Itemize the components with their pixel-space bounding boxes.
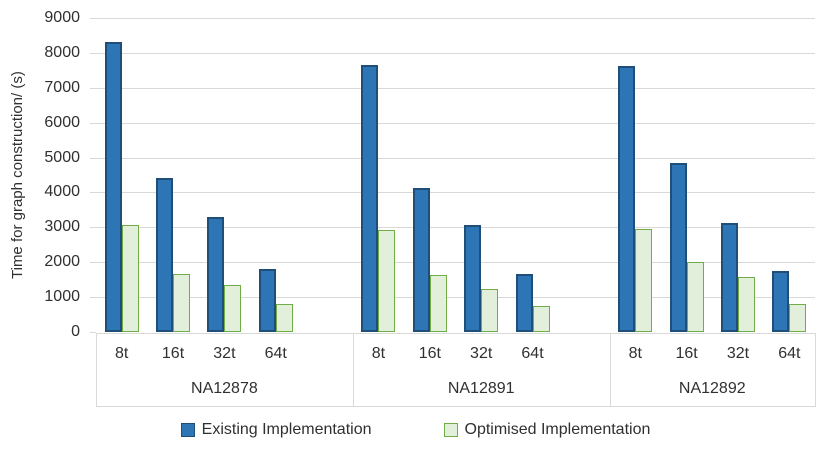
y-tick-label: 8000 [44,43,80,61]
legend-item: Optimised Implementation [443,421,651,439]
legend: Existing Implementation Optimised Impleme… [0,421,831,439]
y-axis-tick [90,262,96,264]
bar-existing-NA12892-8t [618,66,636,332]
category-label: 16t [418,345,441,362]
y-tick-label: 5000 [44,148,80,166]
legend-swatch-optimised [443,423,458,437]
axis-band-divider [352,333,354,407]
y-gridline [96,87,815,89]
category-label: 32t [213,345,236,362]
y-gridline [96,18,815,19]
axis-band-top-border [96,333,815,334]
y-gridline [96,157,815,159]
axis-band-bottom-border [96,406,815,407]
bar-optimised-NA12891-32t [481,289,499,332]
category-label: 64t [521,345,544,362]
bar-existing-NA12891-8t [361,65,379,332]
bar-existing-NA12892-32t [720,223,738,332]
axis-band-divider [96,333,97,407]
bar-existing-NA12878-8t [104,42,122,332]
axis-band-divider [815,333,816,407]
bar-existing-NA12891-64t [515,273,533,332]
y-axis-tick [90,297,96,299]
y-gridline [96,192,815,194]
bar-existing-NA12891-16t [412,187,430,332]
category-label: 8t [628,345,642,362]
y-axis-tick [90,332,96,333]
y-axis-tick [90,192,96,194]
y-gridline [96,227,815,229]
bar-optimised-NA12891-8t [378,229,396,332]
y-tick-label: 1000 [44,288,80,306]
y-gridline [96,262,815,264]
bar-existing-NA12878-64t [258,268,276,332]
category-label: 16t [161,345,185,362]
group-label: NA12891 [447,380,515,397]
y-axis-tick [90,157,96,159]
legend-item: Existing Implementation [180,421,372,439]
category-label: 16t [675,345,698,362]
y-gridline [96,122,815,124]
y-axis-tick [90,227,96,229]
category-label: 8t [115,345,129,362]
y-tick-label: 7000 [44,78,80,96]
y-axis-tick [90,18,96,19]
bar-optimised-NA12892-8t [635,229,653,332]
y-axis-tick [90,87,96,89]
bar-existing-NA12892-64t [772,270,790,332]
y-tick-label: 4000 [44,183,80,201]
bar-optimised-NA12878-8t [121,224,139,332]
bar-optimised-NA12878-64t [275,304,293,332]
y-axis-tick [90,122,96,124]
y-gridline [96,52,815,54]
bar-existing-NA12878-16t [156,178,174,332]
category-label: 32t [470,345,493,362]
legend-label: Existing Implementation [201,421,372,438]
category-label: 64t [264,345,287,362]
bar-optimised-NA12891-64t [532,305,550,332]
y-tick-label: 6000 [44,113,80,131]
bar-existing-NA12878-32t [207,216,225,332]
y-axis-title: Time for graph construction/ (s) [9,71,26,279]
y-tick-label: 0 [71,323,80,340]
bar-existing-NA12892-16t [669,162,687,332]
category-label: 32t [726,345,750,362]
category-label: 8t [371,345,386,362]
legend-swatch-existing [180,423,195,437]
axis-band-divider [609,333,611,407]
bar-optimised-NA12892-32t [737,277,755,332]
bar-optimised-NA12891-16t [429,275,447,332]
group-label: NA12878 [191,380,258,397]
y-gridline [96,297,815,299]
y-tick-label: 2000 [44,253,80,271]
legend-label: Optimised Implementation [464,421,651,438]
bar-existing-NA12891-32t [464,225,482,332]
group-label: NA12892 [678,380,746,397]
bar-optimised-NA12892-16t [686,261,704,332]
bar-optimised-NA12878-32t [224,285,242,332]
y-tick-label: 9000 [44,9,80,26]
bar-optimised-NA12878-16t [173,274,191,332]
y-axis-tick [90,52,96,54]
bar-optimised-NA12892-64t [789,304,807,332]
category-label: 64t [778,345,801,362]
y-tick-label: 3000 [44,218,80,236]
